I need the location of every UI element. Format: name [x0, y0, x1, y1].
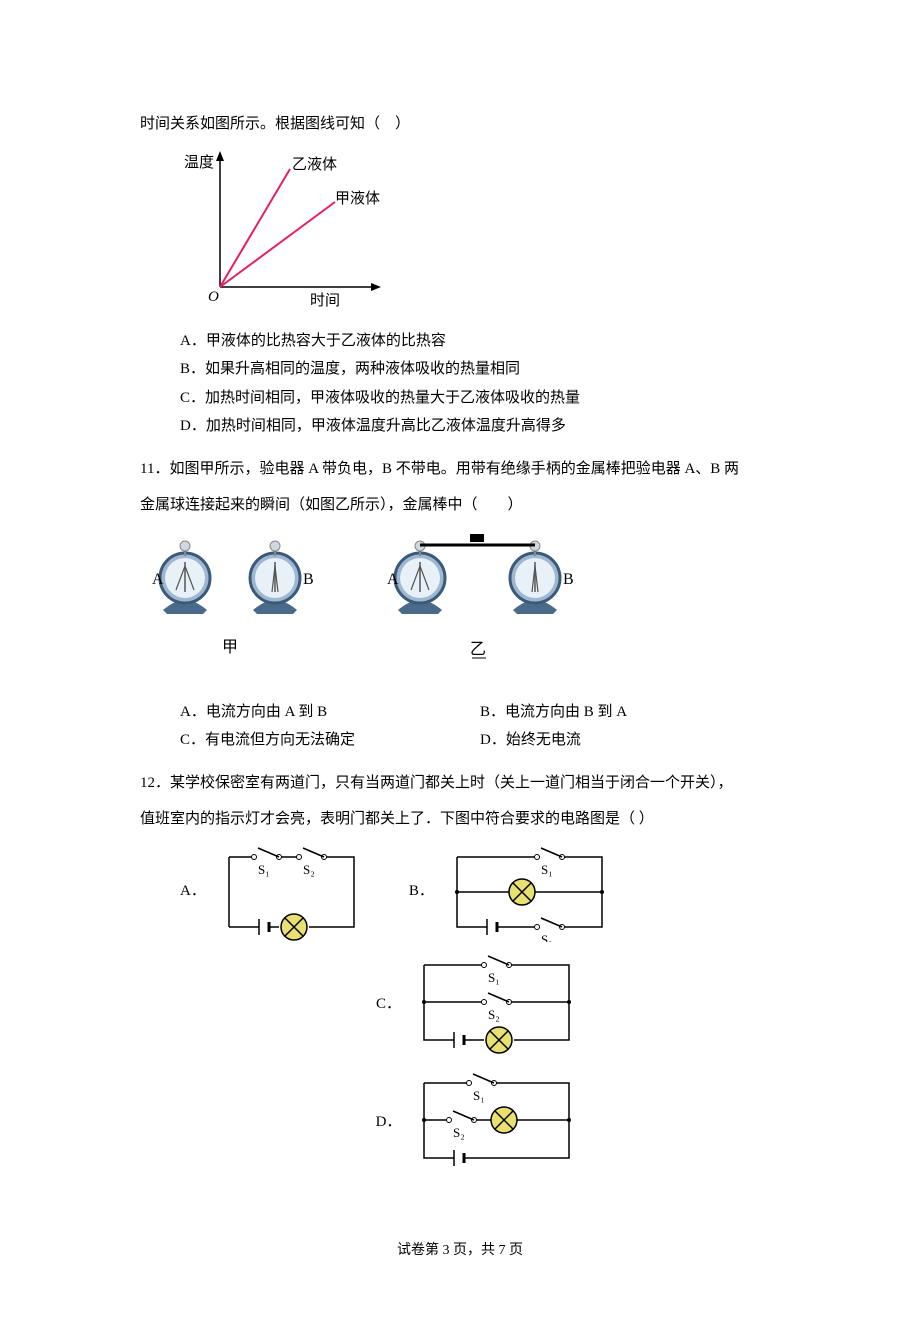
- q11-options: A．电流方向由 A 到 B B．电流方向由 B 到 A C．有电流但方向无法确定…: [180, 698, 780, 755]
- q12-label-c: C．: [376, 990, 401, 1019]
- q12-circuit-b: B． S₁ S₂: [409, 842, 617, 942]
- q12-label-d: D．: [376, 1108, 402, 1137]
- q12-stem-line2: 值班室内的指示灯才会亮，表明门都关上了．下图中符合要求的电路图是（ ）: [140, 805, 780, 834]
- origin-label: O: [208, 289, 219, 305]
- svg-text:S₁: S₁: [488, 970, 500, 985]
- sub-jia: 甲: [222, 639, 238, 656]
- q11-stem-line1: 11．如图甲所示，验电器 A 带负电，B 不带电。用带有绝缘手柄的金属棒把验电器…: [140, 455, 780, 484]
- q10-opt-c: C．加热时间相同，甲液体吸收的热量大于乙液体吸收的热量: [180, 384, 780, 413]
- q12-circuits: A． S₁ S₂: [180, 842, 780, 1178]
- q10-options: A．甲液体的比热容大于乙液体的比热容 B．如果升高相同的温度，两种液体吸收的热量…: [180, 327, 780, 441]
- q11-opt-a: A．电流方向由 A 到 B: [180, 698, 480, 727]
- svg-text:S₂: S₂: [303, 862, 315, 877]
- q11-diagram: A B 甲 A B 乙: [140, 532, 780, 692]
- q10-opt-a: A．甲液体的比热容大于乙液体的比热容: [180, 327, 780, 356]
- q12-label-b: B．: [409, 877, 434, 906]
- svg-text:S₁: S₁: [473, 1088, 485, 1103]
- line-yi-label: 乙液体: [292, 156, 337, 173]
- q12-circuit-a: A． S₁ S₂: [180, 842, 369, 942]
- page-footer: 试卷第 3 页，共 7 页: [140, 1238, 780, 1265]
- q12-circuit-c: C． S₁ S₂: [376, 950, 584, 1060]
- sub-yi: 乙: [470, 641, 486, 658]
- label-a1: A: [152, 571, 164, 588]
- label-a2: A: [387, 571, 399, 588]
- svg-text:S₁: S₁: [258, 862, 270, 877]
- q12-stem-line1: 12．某学校保密室有两道门，只有当两道门都关上时（关上一道门相当于闭合一个开关）…: [140, 769, 780, 798]
- q10-stem: 时间关系如图所示。根据图线可知（ ）: [140, 110, 780, 139]
- q12-label-a: A．: [180, 877, 206, 906]
- svg-text:S₁: S₁: [541, 862, 553, 877]
- label-b2: B: [563, 571, 574, 588]
- q11-stem-line2: 金属球连接起来的瞬间（如图乙所示），金属棒中（ ）: [140, 491, 780, 520]
- line-jia-label: 甲液体: [335, 190, 380, 207]
- label-b1: B: [303, 571, 314, 588]
- q10-opt-d: D．加热时间相同，甲液体温度升高比乙液体温度升高得多: [180, 412, 780, 441]
- q12-circuit-d: D． S₁ S₂: [376, 1068, 585, 1178]
- xlabel-text: 时间: [310, 292, 340, 309]
- q10-graph: 温度 乙液体 甲液体 O 时间: [180, 147, 780, 317]
- ylabel-text: 温度: [184, 154, 214, 171]
- svg-text:S₂: S₂: [488, 1007, 500, 1022]
- q10-opt-b: B．如果升高相同的温度，两种液体吸收的热量相同: [180, 355, 780, 384]
- svg-text:S₂: S₂: [453, 1125, 465, 1140]
- svg-text:S₂: S₂: [541, 932, 553, 942]
- q11-opt-d: D．始终无电流: [480, 726, 780, 755]
- q11-opt-b: B．电流方向由 B 到 A: [480, 698, 780, 727]
- q11-opt-c: C．有电流但方向无法确定: [180, 726, 480, 755]
